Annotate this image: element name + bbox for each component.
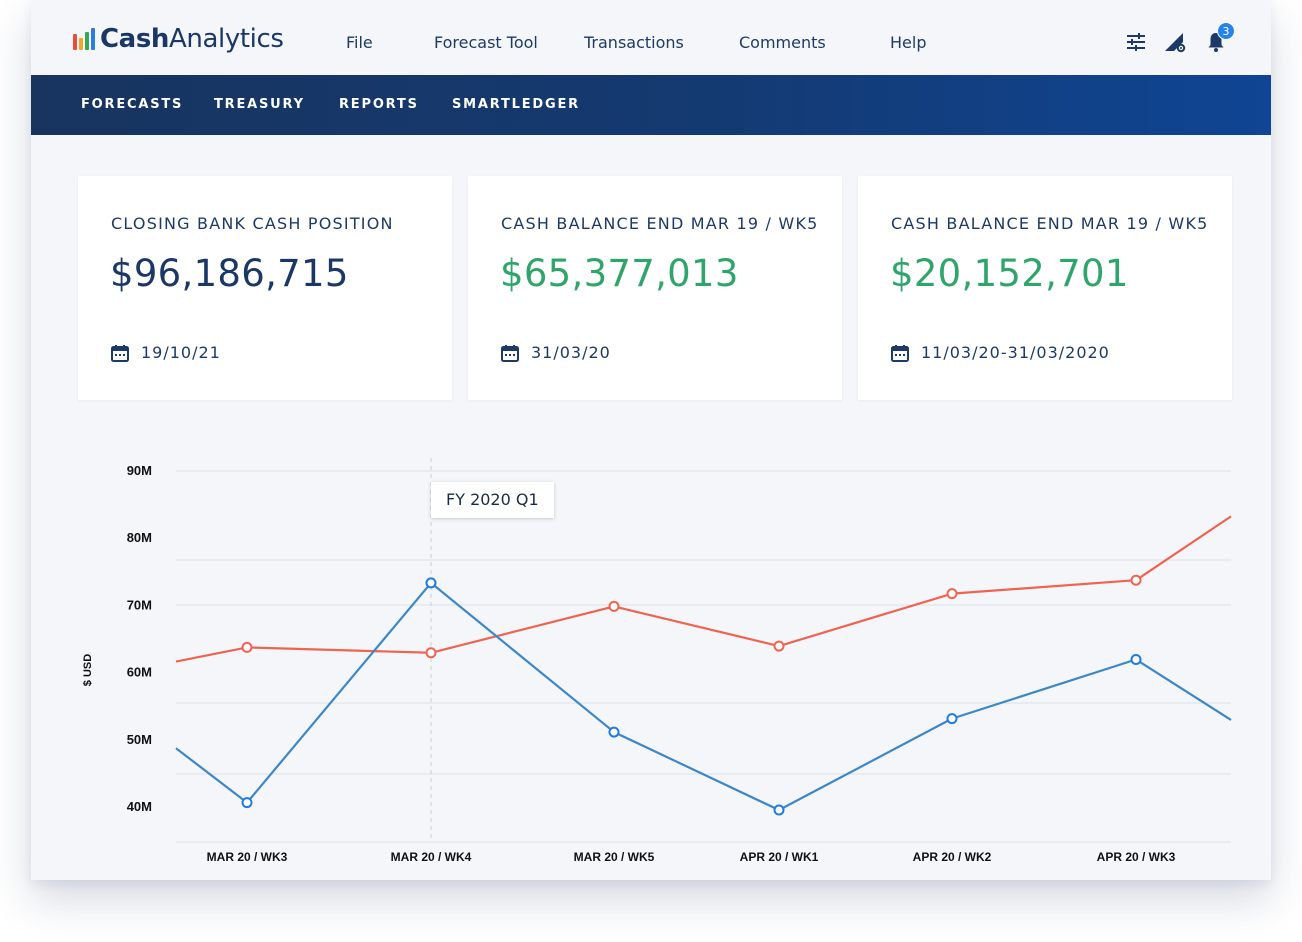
x-tick-label: MAR 20 / WK4: [391, 850, 472, 864]
card-date: 19/10/21: [111, 343, 221, 362]
card-value: $65,377,013: [500, 252, 739, 295]
y-axis-label: $ USD: [82, 654, 94, 686]
tab-reports[interactable]: REPORTS: [339, 97, 419, 112]
data-point: [241, 641, 253, 653]
logo-bar: [91, 28, 95, 50]
card-label: CASH BALANCE END MAR 19 / WK5: [891, 214, 1209, 233]
card-label: CLOSING BANK CASH POSITION: [111, 214, 394, 233]
calendar-icon: [111, 344, 129, 362]
cashanalytics-logo[interactable]: CashAnalytics: [73, 24, 284, 54]
tab-forecasts[interactable]: FORECASTS: [81, 97, 184, 112]
x-tick-label: MAR 20 / WK5: [574, 850, 655, 864]
card-label: CASH BALANCE END MAR 19 / WK5: [501, 214, 819, 233]
menu-comments[interactable]: Comments: [739, 33, 826, 52]
closing-bank-cash-card: CLOSING BANK CASH POSITION $96,186,715 1…: [78, 176, 452, 400]
tab-smartledger[interactable]: SMARTLEDGER: [452, 97, 580, 112]
tab-treasury[interactable]: TREASURY: [214, 97, 305, 112]
y-tick-label: 90M: [127, 463, 152, 478]
notification-badge[interactable]: 3: [1217, 22, 1235, 40]
y-tick-label: 70M: [127, 597, 152, 612]
sliders-icon[interactable]: [1124, 30, 1148, 54]
data-point: [425, 577, 437, 589]
logo-bar: [73, 34, 77, 50]
data-point: [946, 588, 958, 600]
y-tick-label: 50M: [127, 732, 152, 747]
logo-bar: [79, 38, 83, 50]
settings-triangle-icon[interactable]: [1163, 30, 1187, 54]
x-tick-label: APR 20 / WK3: [1097, 850, 1176, 864]
card-date-text: 31/03/20: [531, 343, 611, 362]
top-bar: CashAnalytics File Forecast Tool Transac…: [31, 0, 1271, 75]
period-tooltip: FY 2020 Q1: [431, 482, 554, 518]
data-point: [608, 726, 620, 738]
data-point: [241, 797, 253, 809]
cash-balance-card-2: CASH BALANCE END MAR 19 / WK5 $20,152,70…: [858, 176, 1232, 400]
cash-balance-card-1: CASH BALANCE END MAR 19 / WK5 $65,377,01…: [468, 176, 842, 400]
data-point: [1130, 654, 1142, 666]
menu-transactions[interactable]: Transactions: [584, 33, 684, 52]
logo-bar: [85, 32, 89, 50]
menu-help[interactable]: Help: [890, 33, 927, 52]
y-tick-label: 80M: [127, 530, 152, 545]
menu-file[interactable]: File: [346, 33, 373, 52]
calendar-icon: [891, 344, 909, 362]
card-date: 31/03/20: [501, 343, 611, 362]
card-value: $96,186,715: [110, 252, 349, 295]
section-nav: FORECASTS TREASURY REPORTS SMARTLEDGER: [31, 75, 1271, 135]
series-line: [175, 515, 1232, 663]
card-date: 11/03/20-31/03/2020: [891, 343, 1110, 362]
x-tick-label: APR 20 / WK2: [913, 850, 992, 864]
menu-forecast-tool[interactable]: Forecast Tool: [434, 33, 538, 52]
calendar-icon: [501, 344, 519, 362]
app-window: CashAnalytics File Forecast Tool Transac…: [31, 0, 1271, 880]
logo-bars-icon: [73, 28, 95, 50]
data-point: [608, 600, 620, 612]
logo-text: CashAnalytics: [100, 24, 284, 54]
x-tick-label: APR 20 / WK1: [740, 850, 819, 864]
card-date-text: 19/10/21: [141, 343, 221, 362]
y-tick-label: 60M: [127, 665, 152, 680]
data-point: [773, 640, 785, 652]
data-point: [425, 647, 437, 659]
series-line: [175, 581, 1232, 812]
data-point: [1130, 574, 1142, 586]
card-value: $20,152,701: [890, 252, 1129, 295]
cash-forecast-line-chart: 90M 80M 70M 60M 50M 40M $ USD MAR 20 / WK3 MAR 2…: [82, 458, 1232, 864]
x-tick-label: MAR 20 / WK3: [207, 850, 288, 864]
card-date-text: 11/03/20-31/03/2020: [921, 343, 1110, 362]
data-point: [946, 713, 958, 725]
y-tick-label: 40M: [127, 799, 152, 814]
data-point: [773, 804, 785, 816]
